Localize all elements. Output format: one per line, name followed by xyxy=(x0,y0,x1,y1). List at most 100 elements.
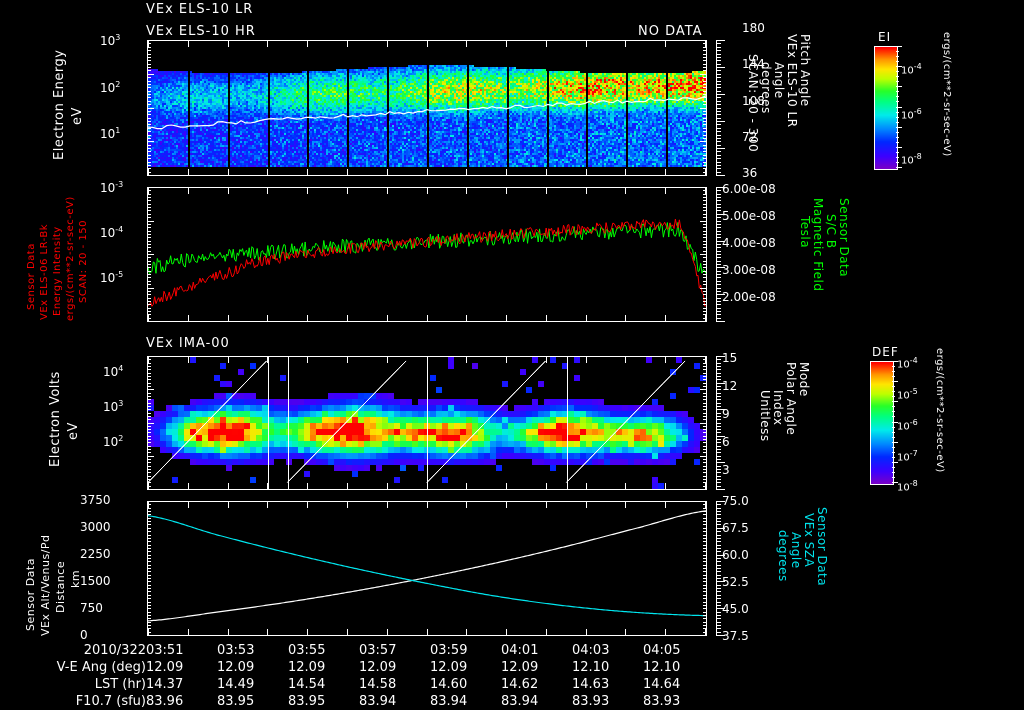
axis-tick xyxy=(703,528,707,529)
axis-tick xyxy=(703,284,707,285)
axis-tick-secondary xyxy=(716,241,725,242)
axis-tick xyxy=(147,476,151,477)
axis-tick xyxy=(147,409,151,410)
axis-tick xyxy=(147,452,151,453)
axis-tick xyxy=(147,419,151,420)
axis-tick xyxy=(147,459,151,460)
axis-tick xyxy=(147,200,151,201)
axis-tick-secondary xyxy=(716,175,725,176)
axis-tick-secondary xyxy=(716,393,721,394)
axis-tick xyxy=(147,87,151,88)
colorbar2-gradient xyxy=(870,361,894,485)
axis-tick xyxy=(703,200,707,201)
axis-tick xyxy=(147,462,151,463)
axis-tick xyxy=(703,197,707,198)
axis-tick-secondary xyxy=(716,359,721,360)
axis-tick-secondary xyxy=(716,311,721,312)
axis-tick xyxy=(703,247,707,248)
axis-tick xyxy=(147,301,151,302)
axis-tick xyxy=(147,531,151,532)
axis-tick-secondary xyxy=(716,369,721,370)
axis-tick xyxy=(703,504,707,505)
table-cell: 14.54 xyxy=(288,677,326,692)
axis-tick xyxy=(703,241,707,242)
axis-tick xyxy=(147,314,151,315)
axis-tick-secondary xyxy=(716,148,725,149)
panel3-plot-area[interactable] xyxy=(147,356,707,490)
axis-tick xyxy=(147,518,151,519)
axis-tick xyxy=(147,376,151,377)
axis-tick xyxy=(703,426,707,427)
axis-tick-secondary xyxy=(716,432,721,433)
axis-tick xyxy=(703,618,707,619)
axis-tick xyxy=(147,449,151,450)
axis-tick xyxy=(703,57,707,58)
axis-tick xyxy=(147,210,151,211)
axis-tick xyxy=(147,578,151,579)
axis-tick-secondary xyxy=(716,141,721,142)
axis-tick-secondary xyxy=(716,462,725,463)
panel4-left-label-1: Sensor Data xyxy=(24,558,37,631)
axis-tick xyxy=(703,121,707,122)
axis-tick xyxy=(147,217,151,218)
colorbar-tick xyxy=(892,447,895,448)
axis-tick xyxy=(147,439,151,440)
axis-tick xyxy=(147,379,151,380)
axis-tick xyxy=(147,432,151,433)
axis-tick xyxy=(147,514,151,515)
colorbar-tick xyxy=(892,467,895,468)
panel1-ytick-0: 103 xyxy=(100,33,121,48)
axis-tick-secondary xyxy=(716,237,721,238)
axis-tick-secondary xyxy=(716,426,721,427)
axis-tick xyxy=(147,138,151,139)
axis-tick xyxy=(703,301,707,302)
axis-tick xyxy=(147,168,151,169)
colorbar-tick xyxy=(896,132,899,133)
panel3-right-label-2: Polar Angle xyxy=(784,362,798,436)
axis-tick-secondary xyxy=(716,383,725,384)
axis-tick xyxy=(147,612,151,613)
colorbar2-tick-2: 10-6 xyxy=(897,418,918,433)
axis-tick-secondary xyxy=(716,165,721,166)
axis-tick xyxy=(147,541,151,542)
axis-tick xyxy=(147,396,151,397)
axis-tick-secondary xyxy=(716,87,721,88)
panel1-plot-area[interactable] xyxy=(147,40,707,176)
axis-tick xyxy=(147,151,151,152)
axis-tick xyxy=(703,304,707,305)
axis-tick-secondary xyxy=(716,60,721,61)
axis-tick xyxy=(147,622,151,623)
axis-tick xyxy=(703,479,707,480)
axis-tick xyxy=(703,432,707,433)
axis-tick xyxy=(703,409,707,410)
axis-tick xyxy=(703,568,707,569)
axis-tick xyxy=(703,591,707,592)
axis-tick xyxy=(703,43,707,44)
axis-tick xyxy=(147,251,151,252)
panel2-plot-area[interactable] xyxy=(147,187,707,322)
axis-tick xyxy=(147,234,151,235)
colorbar-tick xyxy=(892,477,895,478)
colorbar-tick xyxy=(896,162,899,163)
axis-tick xyxy=(147,535,151,536)
axis-tick xyxy=(703,595,707,596)
axis-tick-secondary xyxy=(716,482,721,483)
panel4-plot-area[interactable] xyxy=(147,501,707,636)
axis-tick-secondary xyxy=(716,318,721,319)
table-cell: 14.62 xyxy=(501,677,539,692)
axis-tick xyxy=(147,60,151,61)
axis-tick xyxy=(703,369,707,370)
axis-tick xyxy=(147,625,151,626)
panel1-right-label-5: SCAN: 20 - 300 xyxy=(746,54,760,153)
panel3-right-label-4: Unitless xyxy=(758,390,772,442)
axis-tick-secondary xyxy=(716,591,721,592)
axis-tick xyxy=(147,366,151,367)
colorbar1-tick-2: 10-8 xyxy=(901,152,922,167)
colorbar-tick xyxy=(896,81,899,82)
colorbar-tick xyxy=(896,46,902,47)
axis-tick xyxy=(703,386,707,387)
axis-spine-secondary xyxy=(716,40,717,176)
axis-tick xyxy=(147,628,151,629)
axis-tick xyxy=(147,486,151,487)
table-cell: 83.93 xyxy=(572,694,610,709)
